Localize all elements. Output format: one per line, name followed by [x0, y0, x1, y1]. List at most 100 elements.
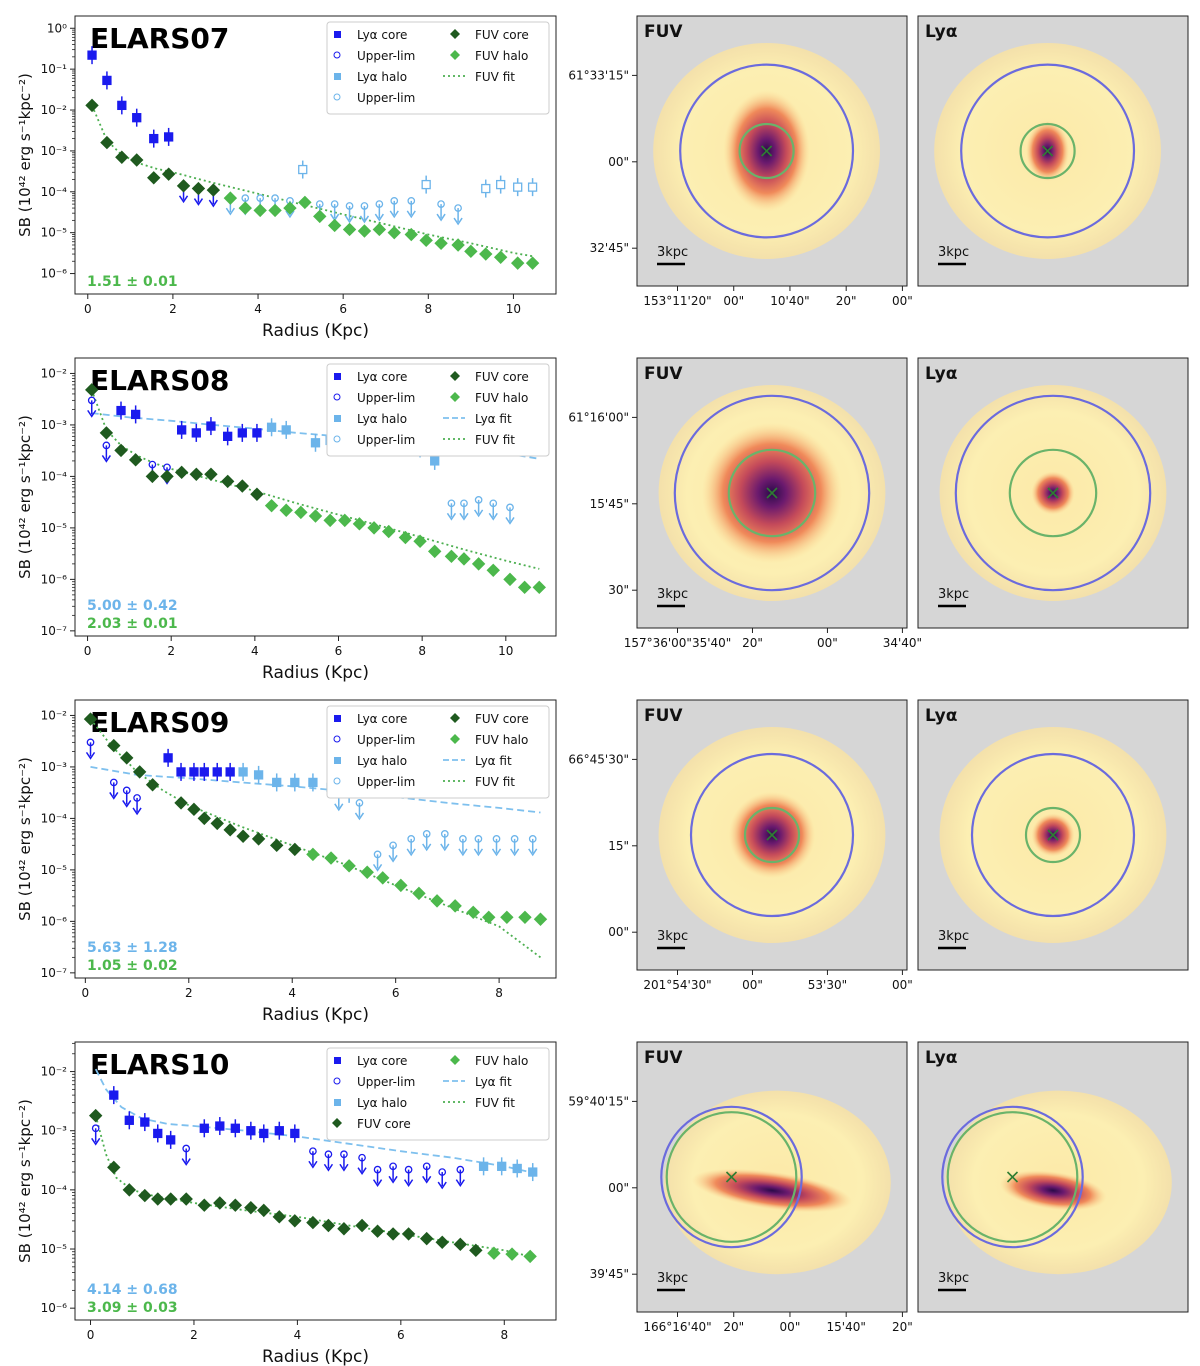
- legend-label: FUV halo: [475, 49, 528, 63]
- legend-symbol: [334, 373, 341, 380]
- legend-symbol: [450, 734, 460, 744]
- fuv-core-point: [120, 751, 134, 765]
- x-axis-label: Radius (Kpc): [262, 1347, 369, 1366]
- lya-map: Lyα 3kpc: [917, 1041, 1189, 1313]
- fuv-core-point: [257, 1203, 271, 1218]
- halo-aperture-circle: [660, 1105, 803, 1249]
- lya-halo-point: [298, 164, 308, 175]
- fuv-core-point: [130, 153, 144, 167]
- legend-label: FUV halo: [475, 733, 528, 747]
- upper-limit-halo-arrowhead: [458, 848, 468, 857]
- x-tick-label: 0: [82, 986, 90, 1000]
- legend-label: Upper-lim: [357, 775, 415, 789]
- legend-label: FUV fit: [475, 70, 515, 84]
- fuv-core-point: [386, 1227, 400, 1241]
- x-tick-label: 6: [335, 644, 343, 658]
- dec-label: 00": [608, 155, 629, 169]
- y-tick-label: 10⁻⁷: [41, 624, 68, 638]
- legend-label: FUV halo: [475, 1054, 528, 1068]
- ra-label: 20": [742, 636, 763, 650]
- fuv-core-point: [147, 171, 161, 185]
- halo-aperture-circle: [679, 63, 855, 239]
- lya-core-point: [149, 133, 159, 144]
- y-axis-label: SB (10⁴² erg s⁻¹kpc⁻²): [16, 1099, 34, 1263]
- upper-limit-halo-arrowhead: [389, 210, 399, 219]
- fuv-core-point: [88, 1108, 103, 1123]
- fuv-core-point: [244, 1200, 258, 1215]
- fuv-halo-point: [525, 256, 540, 270]
- fuv-halo-point: [448, 899, 462, 913]
- x-tick-label: 2: [185, 986, 193, 1000]
- fuv-core-point: [197, 1198, 212, 1212]
- lya-halo-point: [528, 1167, 538, 1177]
- upper-limit-core-arrowhead: [323, 1163, 334, 1172]
- x-tick-label: 6: [397, 1328, 405, 1342]
- lya-core-point: [117, 100, 127, 111]
- fuv-map: FUV 3kpc: [636, 357, 908, 629]
- fuv-core-point: [469, 1243, 483, 1258]
- fuv-halo-point: [357, 224, 372, 238]
- dec-label: 00": [608, 925, 629, 939]
- legend-symbol: [334, 73, 341, 80]
- fuv-core-point: [191, 181, 206, 196]
- lya-core-point: [116, 405, 126, 416]
- fuv-core-point: [145, 778, 160, 792]
- legend-symbol: [334, 757, 341, 764]
- lya-core-point: [206, 421, 216, 431]
- map-core-emission: [691, 1168, 853, 1213]
- lya-halo-point: [513, 182, 523, 192]
- legend-box: [326, 363, 550, 457]
- upper-limit-core-arrowhead: [403, 1179, 414, 1187]
- legend-symbol: [450, 392, 460, 402]
- core-aperture-circle: [665, 1111, 798, 1243]
- fuv-core-point: [228, 1198, 243, 1212]
- fuv-halo-point: [451, 238, 465, 252]
- y-tick-label: 10⁻⁶: [41, 914, 68, 928]
- lya-core-point: [237, 428, 247, 438]
- legend-label: FUV core: [475, 370, 529, 384]
- fuv-core-point: [115, 150, 129, 164]
- x-tick-label: 0: [87, 1328, 95, 1342]
- legend-symbol: [333, 1077, 341, 1085]
- fuv-halo-point: [466, 905, 480, 920]
- lya-halo-point: [496, 179, 506, 190]
- fuv-core-point: [138, 1188, 152, 1203]
- fuv-core-point: [206, 183, 221, 197]
- panel-title: ELARS08: [90, 364, 229, 397]
- y-tick-label: 10⁻²: [41, 366, 68, 380]
- lya-core-point: [87, 50, 97, 60]
- x-tick-label: 4: [251, 644, 259, 658]
- fuv-core-point: [235, 479, 250, 493]
- x-tick-label: 4: [288, 986, 296, 1000]
- center-marker: [766, 829, 778, 841]
- dec-label: 39'45": [590, 1267, 629, 1281]
- ra-label: 157°36'00"35'40": [624, 636, 732, 650]
- fuv-core-point: [100, 135, 114, 150]
- lya-core-point: [246, 1126, 256, 1136]
- fuv-halo-point: [482, 910, 496, 925]
- panel-elars08: 10⁻⁷ 10⁻⁶ 10⁻⁵ 10⁻⁴ 10⁻³ 10⁻² 0 2 4 6 8 10 Radius (K…: [16, 357, 1189, 683]
- legend-symbol: [450, 713, 460, 723]
- fuv-halo-point: [279, 503, 293, 517]
- lya-core-point: [130, 409, 141, 420]
- lya-map: Lyα 3kpc: [917, 15, 1189, 287]
- fuv-halo-point: [413, 534, 427, 548]
- fuv-core-point: [210, 816, 224, 831]
- fuv-core-point: [223, 823, 237, 837]
- fuv-core-point: [435, 1235, 449, 1249]
- y-tick-label: 10⁻⁵: [41, 521, 68, 535]
- lya-halo-point: [308, 777, 318, 788]
- legend-symbol: [334, 415, 341, 422]
- lya-map: Lyα 3kpc: [917, 699, 1189, 971]
- fuv-halo-point: [434, 236, 448, 250]
- legend-label: Upper-lim: [357, 433, 415, 447]
- legend-symbol: [332, 1118, 342, 1128]
- upper-limit-halo-arrowhead: [406, 848, 416, 857]
- legend-label: Lyα core: [357, 1054, 407, 1068]
- fuv-halo-point: [517, 580, 532, 595]
- upper-limit-halo-arrowhead: [528, 848, 538, 857]
- core-aperture-circle: [727, 448, 817, 538]
- fuv-halo-point: [268, 203, 282, 218]
- panel-elars09: 10⁻⁷ 10⁻⁶ 10⁻⁵ 10⁻⁴ 10⁻³ 10⁻² 0 2 4 6 8 Radius (Kpc…: [16, 699, 1189, 1025]
